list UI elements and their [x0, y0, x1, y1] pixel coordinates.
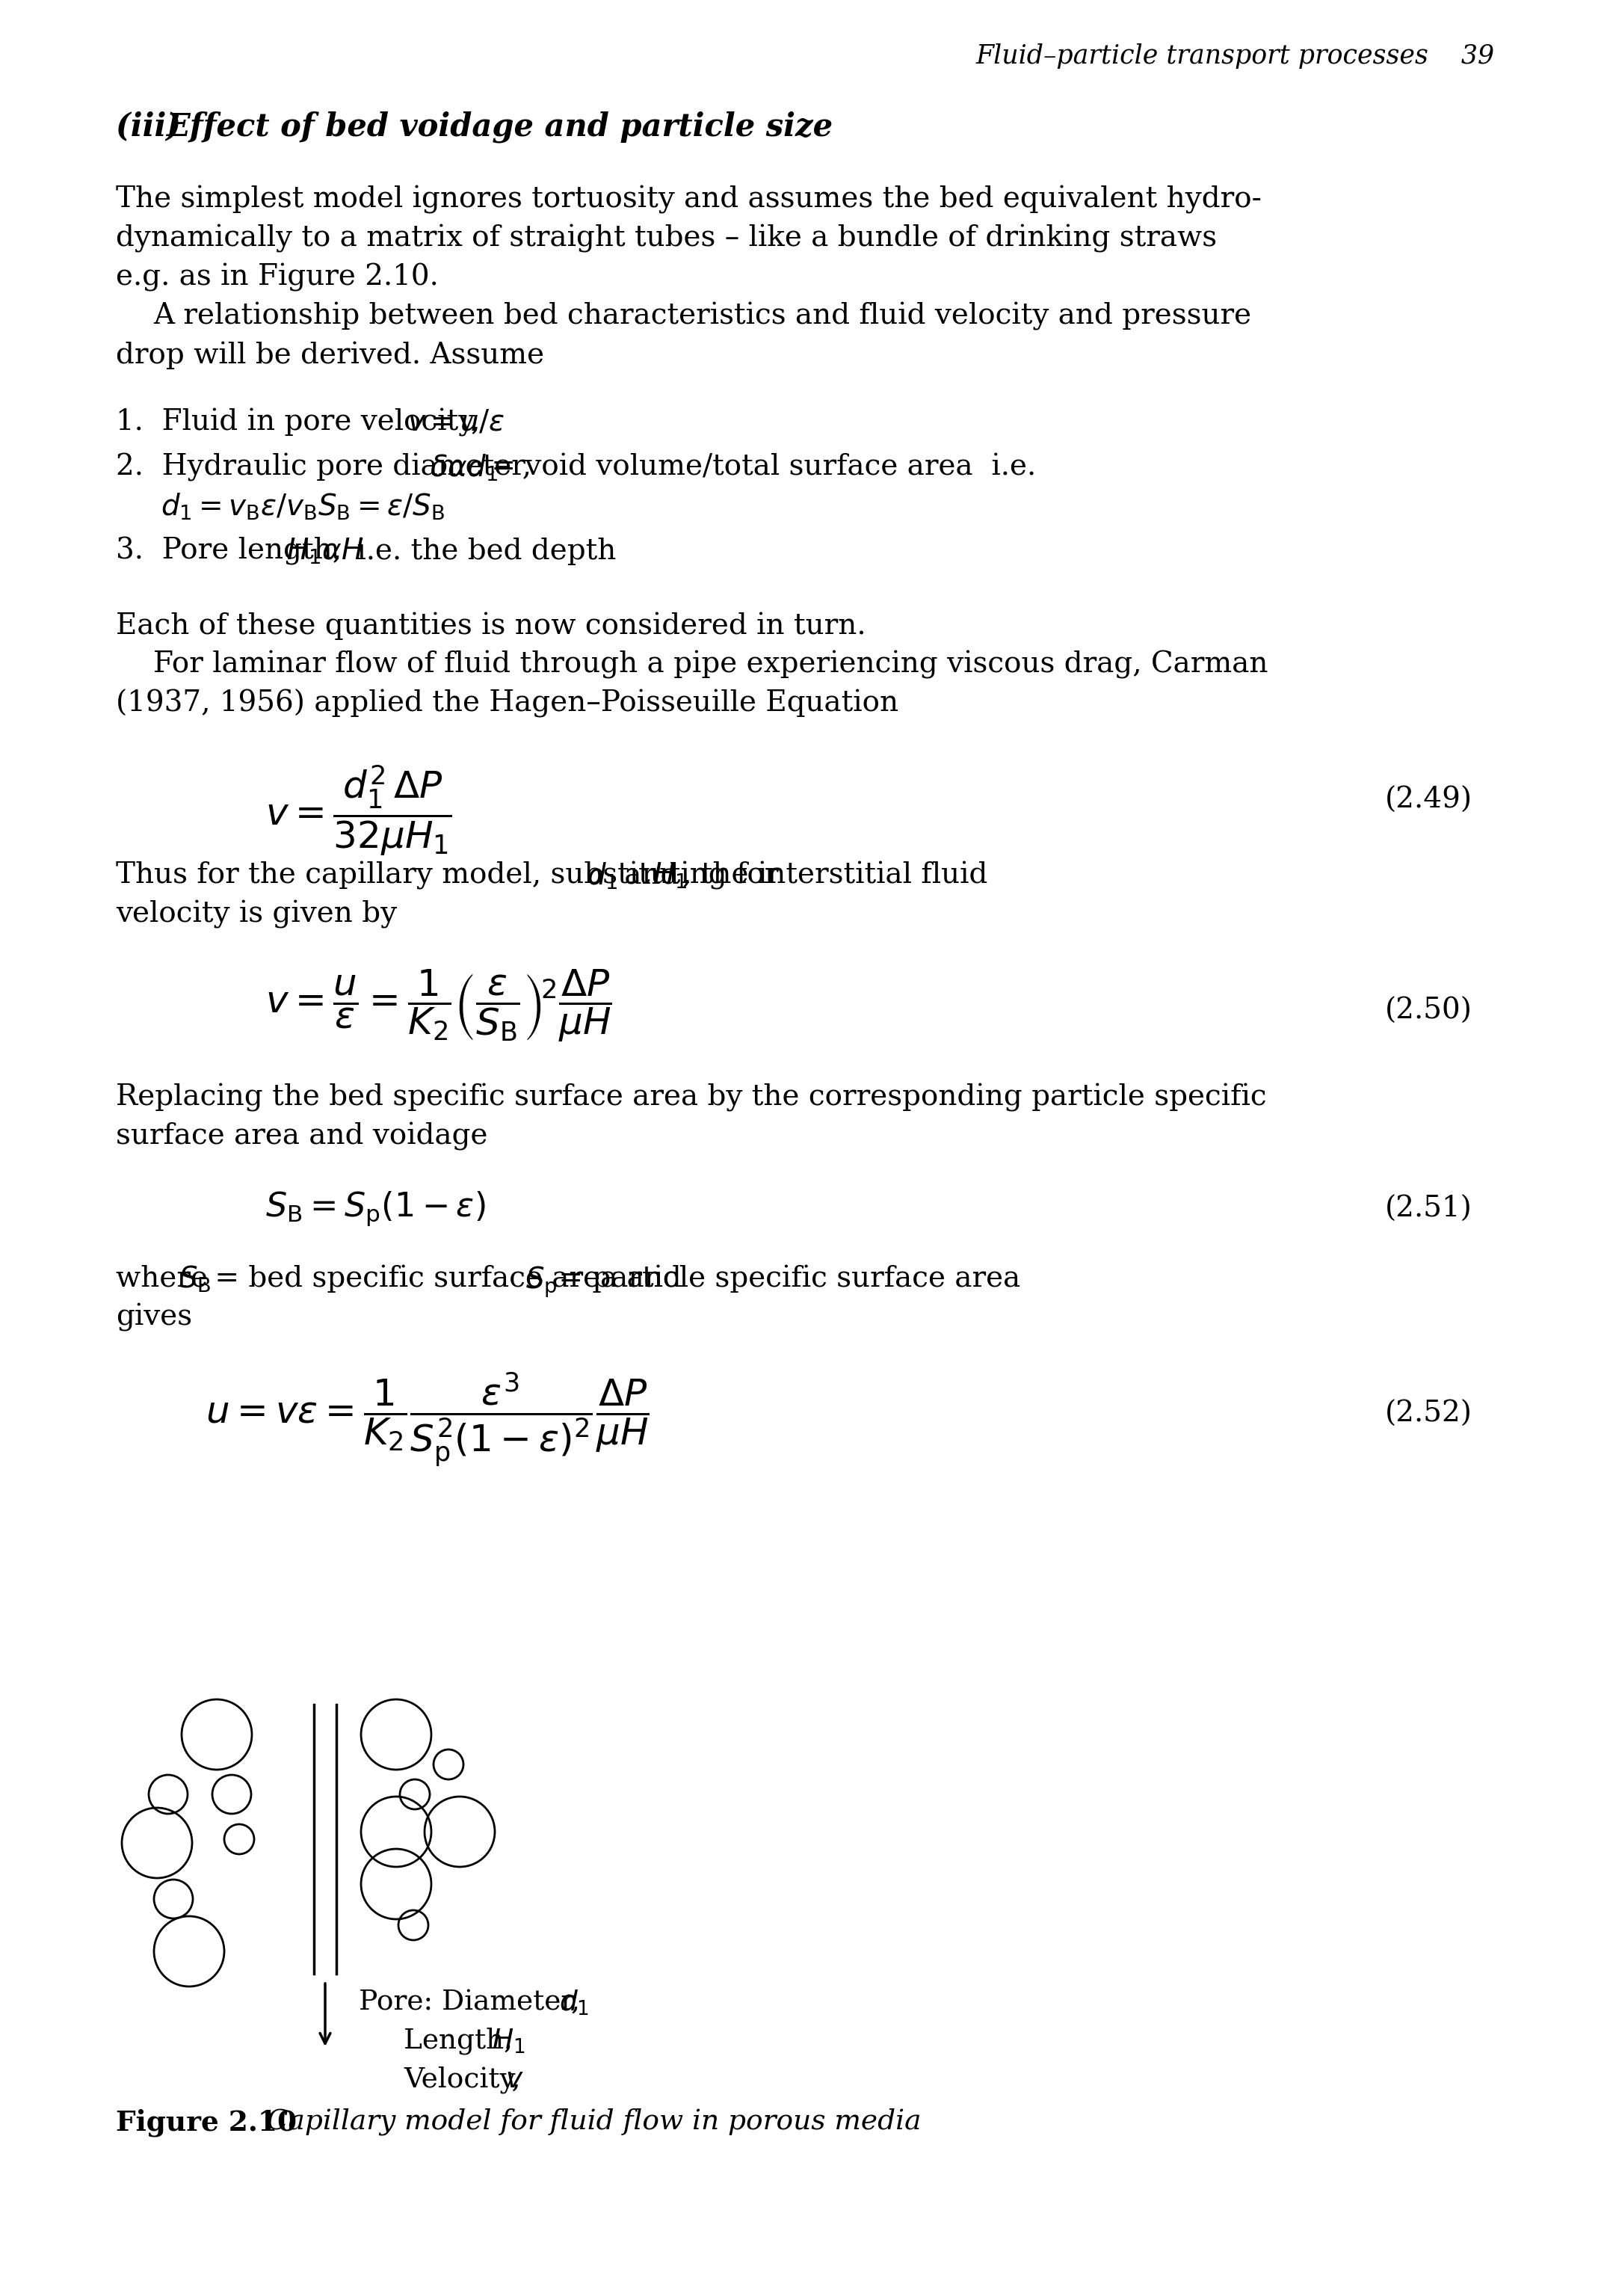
Text: Length,: Length,: [403, 2027, 522, 2055]
Text: $H_1\alpha H$: $H_1\alpha H$: [286, 537, 363, 567]
Text: $d_1$: $d_1$: [587, 861, 617, 891]
Text: Replacing the bed specific surface area by the corresponding particle specific: Replacing the bed specific surface area …: [116, 1084, 1266, 1111]
Text: $S_\mathrm{B} = S_\mathrm{p}(1-\varepsilon)$: $S_\mathrm{B} = S_\mathrm{p}(1-\varepsil…: [265, 1189, 485, 1228]
Text: 1.  Fluid in pore velocity,: 1. Fluid in pore velocity,: [116, 409, 490, 436]
Text: 3.  Pore length,: 3. Pore length,: [116, 537, 350, 565]
Text: e.g. as in Figure 2.10.: e.g. as in Figure 2.10.: [116, 264, 439, 292]
Text: i.e. the bed depth: i.e. the bed depth: [347, 537, 615, 565]
Text: gives: gives: [116, 1304, 193, 1332]
Text: Figure 2.10: Figure 2.10: [116, 2108, 297, 2135]
Text: $H_1$: $H_1$: [652, 861, 686, 891]
Text: $v = \dfrac{d_1^2\,\Delta P}{32\mu H_1}$: $v = \dfrac{d_1^2\,\Delta P}{32\mu H_1}$: [265, 765, 452, 859]
Text: $v = \dfrac{u}{\varepsilon} = \dfrac{1}{K_2}\left(\dfrac{\varepsilon}{S_\mathrm{: $v = \dfrac{u}{\varepsilon} = \dfrac{1}{…: [265, 967, 612, 1042]
Text: (iii): (iii): [116, 110, 202, 142]
Text: (2.51): (2.51): [1385, 1196, 1472, 1224]
Text: Velocity,: Velocity,: [403, 2066, 529, 2094]
Text: Capillary model for fluid flow in porous media: Capillary model for fluid flow in porous…: [249, 2108, 921, 2135]
Text: 2.  Hydraulic pore diameter,: 2. Hydraulic pore diameter,: [116, 452, 550, 482]
Text: (1937, 1956) applied the Hagen–Poisseuille Equation: (1937, 1956) applied the Hagen–Poisseuil…: [116, 689, 898, 719]
Text: velocity is given by: velocity is given by: [116, 900, 397, 928]
Text: (2.50): (2.50): [1385, 996, 1472, 1024]
Text: $S_\mathrm{B}$: $S_\mathrm{B}$: [178, 1265, 211, 1295]
Text: = void volume/total surface area  i.e.: = void volume/total surface area i.e.: [482, 452, 1037, 480]
Text: $v = u/\varepsilon$: $v = u/\varepsilon$: [407, 409, 505, 436]
Text: = bed specific surface area and: = bed specific surface area and: [206, 1265, 691, 1293]
Text: dynamically to a matrix of straight tubes – like a bundle of drinking straws: dynamically to a matrix of straight tube…: [116, 225, 1216, 253]
Text: $S_\mathrm{p}$: $S_\mathrm{p}$: [525, 1265, 558, 1300]
Text: Fluid–particle transport processes    39: Fluid–particle transport processes 39: [975, 44, 1495, 69]
Text: A relationship between bed characteristics and fluid velocity and pressure: A relationship between bed characteristi…: [153, 303, 1252, 331]
Text: Thus for the capillary model, substituting for: Thus for the capillary model, substituti…: [116, 861, 787, 889]
Text: Pore: Diameter,: Pore: Diameter,: [358, 1988, 588, 2016]
Text: Effect of bed voidage and particle size: Effect of bed voidage and particle size: [167, 110, 834, 142]
Text: For laminar flow of fluid through a pipe experiencing viscous drag, Carman: For laminar flow of fluid through a pipe…: [153, 650, 1268, 680]
Text: $\delta\alpha d_1$: $\delta\alpha d_1$: [429, 452, 498, 482]
Text: $v$: $v$: [505, 2066, 524, 2094]
Text: $d_1 = v_\mathrm{B}\varepsilon/v_\mathrm{B}S_\mathrm{B} = \varepsilon/S_\mathrm{: $d_1 = v_\mathrm{B}\varepsilon/v_\mathrm…: [161, 491, 445, 521]
Text: (2.49): (2.49): [1385, 788, 1472, 815]
Text: Each of these quantities is now considered in turn.: Each of these quantities is now consider…: [116, 611, 866, 641]
Text: surface area and voidage: surface area and voidage: [116, 1123, 487, 1150]
Text: $d_1$: $d_1$: [559, 1988, 590, 2018]
Text: , the interstitial fluid: , the interstitial fluid: [683, 861, 988, 889]
Text: (2.52): (2.52): [1385, 1401, 1472, 1428]
Text: = particle specific surface area: = particle specific surface area: [550, 1265, 1020, 1293]
Text: and: and: [615, 861, 688, 889]
Text: where: where: [116, 1265, 217, 1293]
Text: drop will be derived. Assume: drop will be derived. Assume: [116, 340, 545, 370]
Text: $H_1$: $H_1$: [492, 2027, 525, 2055]
Text: The simplest model ignores tortuosity and assumes the bed equivalent hydro-: The simplest model ignores tortuosity an…: [116, 186, 1261, 214]
Text: $u = v\varepsilon = \dfrac{1}{K_2}\dfrac{\varepsilon^3}{S_\mathrm{p}^2(1-\vareps: $u = v\varepsilon = \dfrac{1}{K_2}\dfrac…: [206, 1371, 649, 1469]
